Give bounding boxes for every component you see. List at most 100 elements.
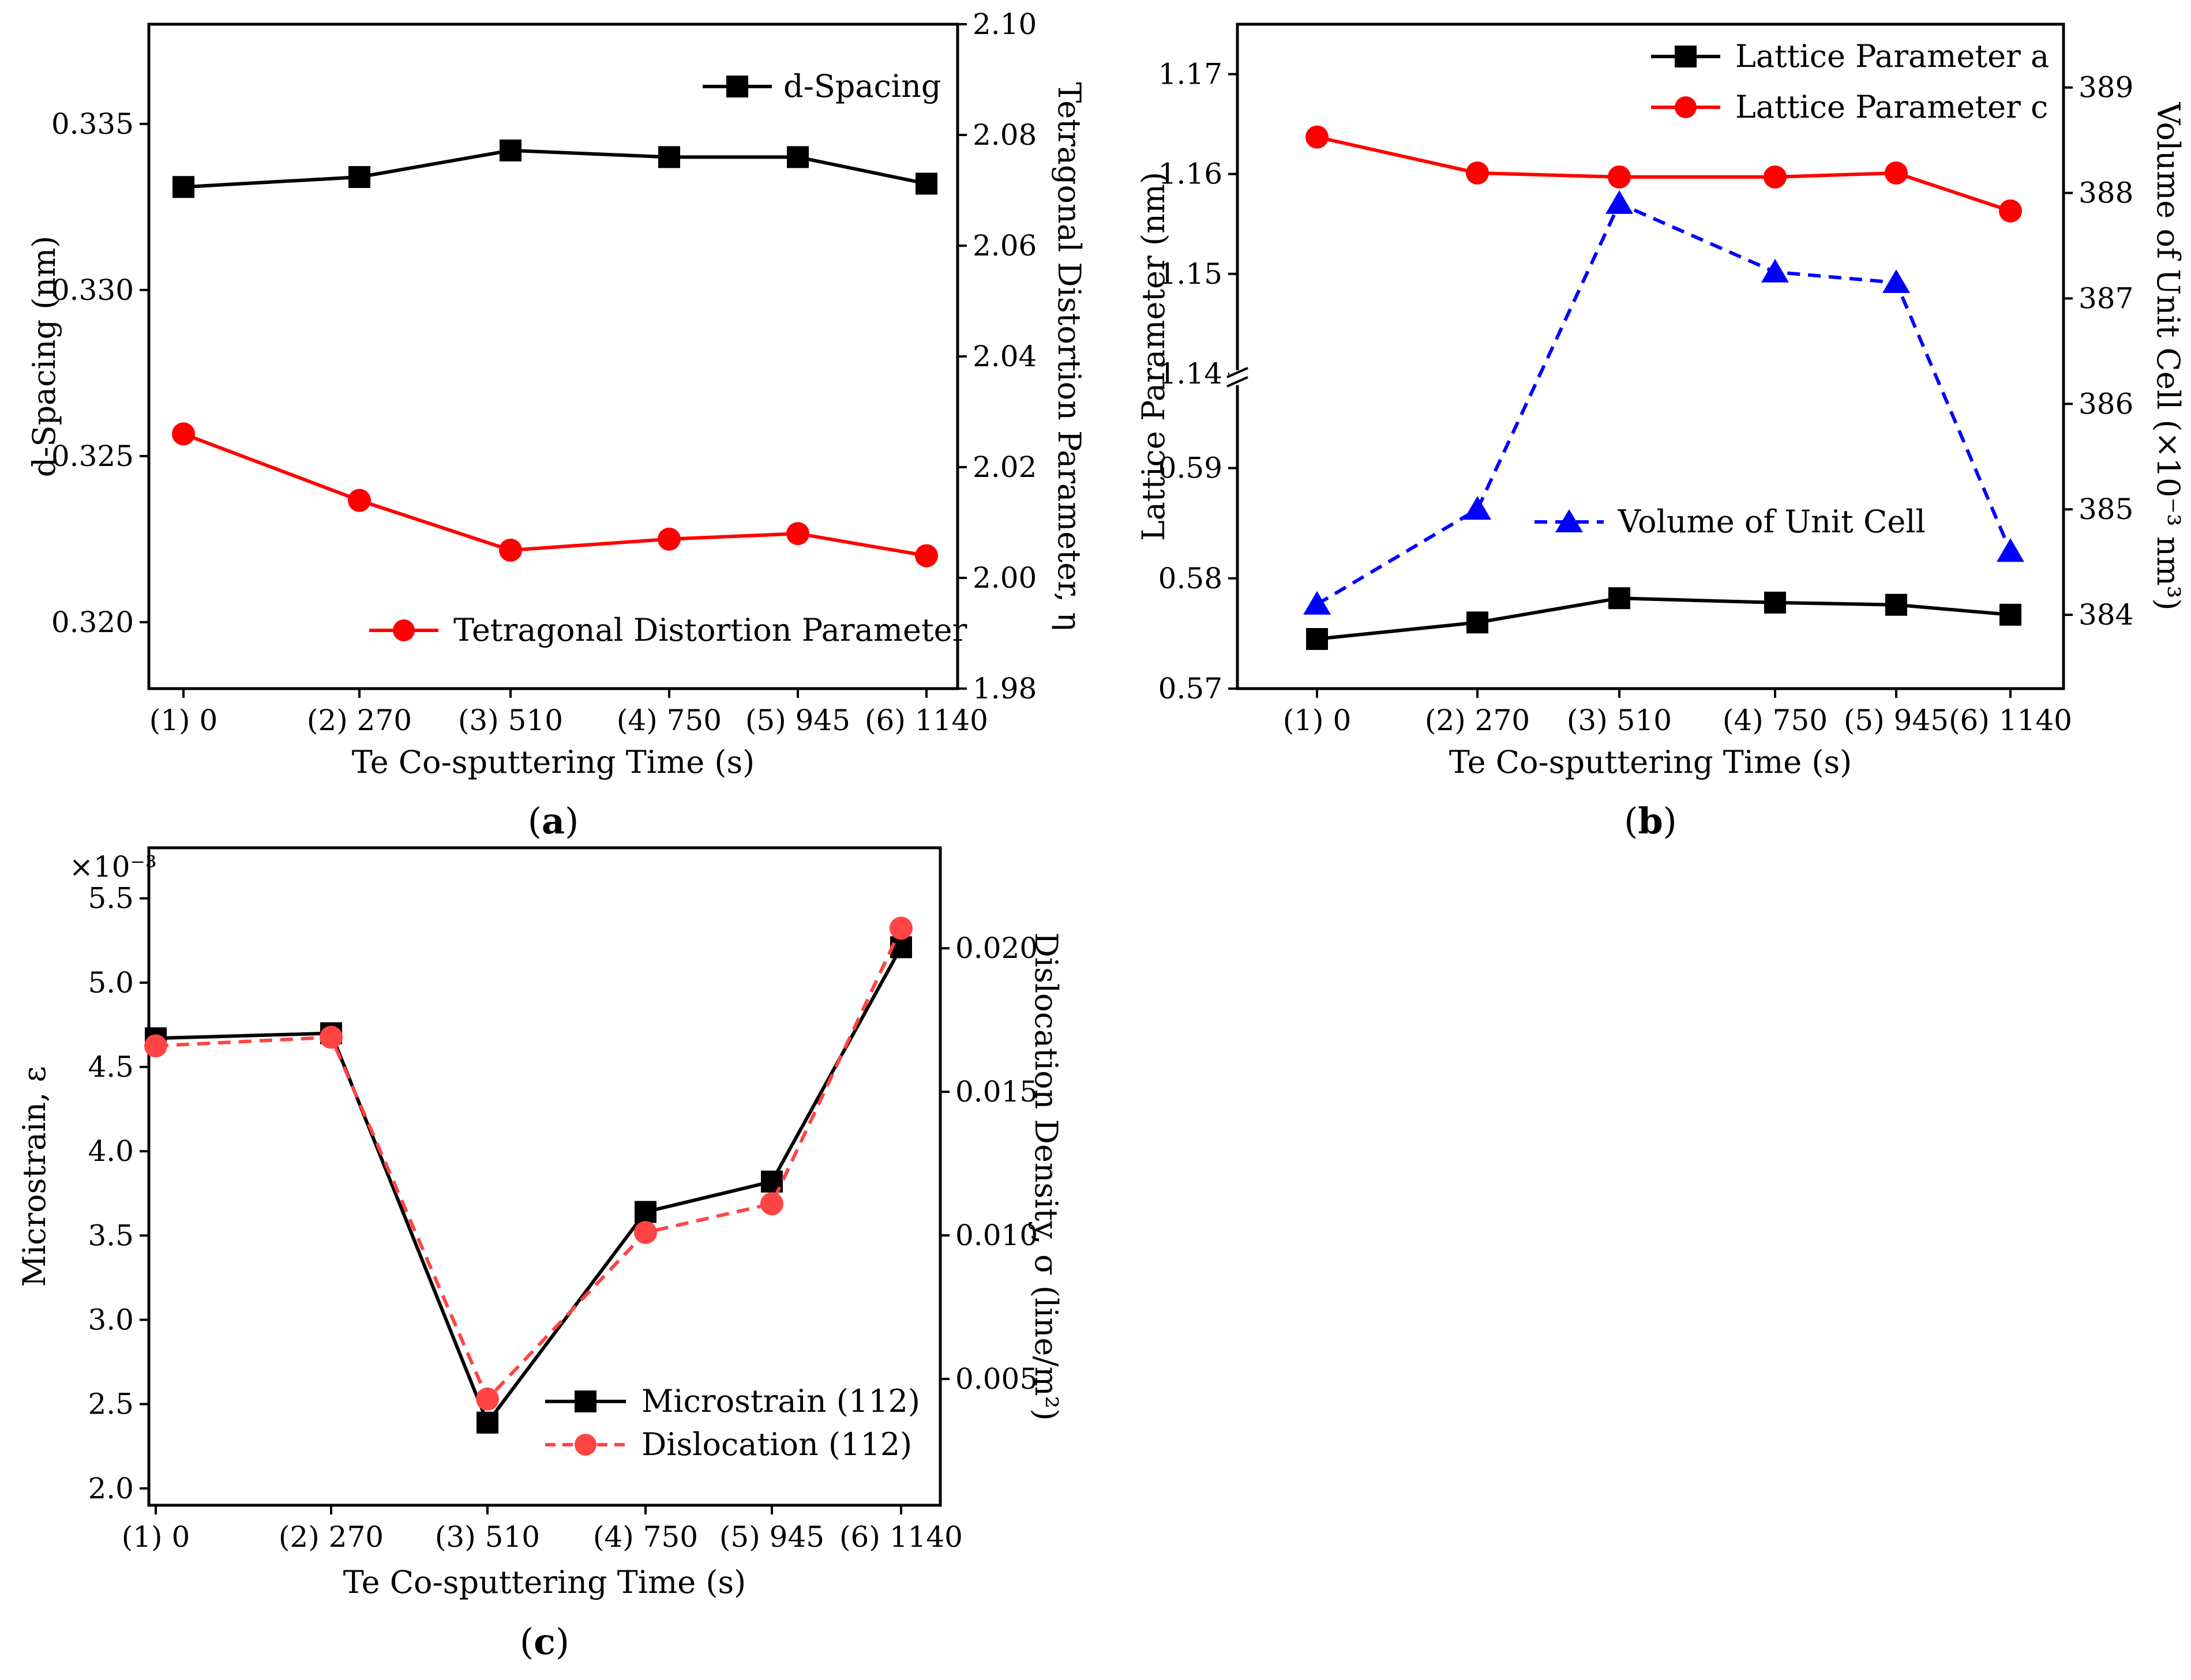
b-right-tick-label-4: 387 — [2079, 281, 2133, 315]
c-left-tick-label-5: 4.0 — [88, 1134, 134, 1168]
x-axis-label-a: Te Co-sputtering Time (s) — [352, 744, 755, 780]
c-series-microstrain-point-3 — [477, 1411, 498, 1434]
y-multiplier-c: ×10⁻³ — [69, 850, 157, 884]
chart-panel-c: (1) 0 (2) 270 (3) 510 (4) 750 (5) 945 (6) 114… — [16, 846, 1064, 1663]
a-right-tick-label-1: 1.98 — [973, 672, 1037, 705]
c-series-dislocation-point-1 — [144, 1034, 167, 1058]
b-series-lattice-c-point-3 — [1608, 165, 1631, 189]
panel-label-a: (a) — [528, 800, 579, 842]
panel-letter-b: b — [1638, 800, 1663, 842]
c-right-tick-label-2: 0.010 — [955, 1219, 1038, 1252]
c-left-tick-label-1: 2.0 — [88, 1472, 134, 1505]
legend-label-volume: Volume of Unit Cell — [1618, 503, 1926, 540]
c-series-microstrain-line — [155, 946, 903, 1425]
b-x-tick-label-4: (4) 750 — [1723, 704, 1828, 737]
panel-letter-a: a — [542, 800, 565, 842]
b-series-lattice-a-point-5 — [1885, 593, 1907, 616]
b-x-tick-label-6: (6) 1140 — [1949, 704, 2072, 737]
plot-frame-b — [1236, 22, 2065, 690]
legend-marker-lattice-a — [1675, 46, 1697, 67]
a-right-tick-label-6: 2.08 — [973, 118, 1037, 152]
c-right-tick-label-3: 0.015 — [955, 1075, 1038, 1108]
b-series-lattice-c-point-5 — [1885, 161, 1908, 185]
legend-c: Microstrain (112) Dislocation (112) — [545, 1383, 920, 1463]
a-right-tick-label-3: 2.02 — [973, 450, 1037, 484]
b-series-lattice-c-point-2 — [1466, 161, 1489, 185]
a-series-d-spacing-point-3 — [500, 139, 522, 161]
y-axis-left-label-a: d-Spacing (nm) — [26, 236, 62, 478]
a-right-tick-label-5: 2.06 — [973, 229, 1037, 262]
b-right-tick-label-5: 388 — [2079, 176, 2133, 210]
c-left-tick-label-7: 5.0 — [88, 966, 134, 999]
a-series-tetragonal-point-5 — [786, 522, 809, 546]
legend-marker-tetragonal — [393, 619, 415, 641]
b-series-lattice-a-point-4 — [1764, 591, 1786, 614]
a-series-d-spacing-point-1 — [172, 176, 194, 198]
b-x-tick-label-2: (2) 270 — [1425, 704, 1530, 737]
b-series-volume-point-5 — [1882, 269, 1910, 293]
legend-label-d-spacing: d-Spacing — [783, 68, 941, 104]
a-left-tick-label-1: 0.320 — [51, 606, 134, 639]
legend-label-lattice-a: Lattice Parameter a — [1735, 38, 2049, 74]
plot-content-c: (1) 0 (2) 270 (3) 510 (4) 750 (5) 945 (6) 114… — [88, 882, 1038, 1554]
a-left-tick-label-4: 0.335 — [51, 107, 134, 141]
b-series-volume-point-2 — [1464, 496, 1491, 520]
a-series-tetragonal-point-2 — [348, 488, 371, 512]
c-right-tick-label-4: 0.020 — [955, 931, 1038, 965]
b-right-tick-label-3: 386 — [2079, 387, 2133, 420]
a-x-tick-label-4: (4) 750 — [617, 704, 722, 737]
b-x-tick-label-3: (3) 510 — [1567, 704, 1672, 737]
panel-letter-c: c — [534, 1621, 556, 1663]
c-series-dislocation-point-2 — [320, 1025, 343, 1049]
a-series-tetragonal-line — [182, 432, 927, 558]
a-left-tick-label-2: 0.325 — [51, 439, 134, 473]
y-axis-right-label-b: Volume of Unit Cell (×10⁻³ nm³) — [2150, 102, 2186, 610]
a-series-d-spacing-point-2 — [348, 166, 370, 188]
b-series-volume-point-3 — [1605, 190, 1633, 214]
b-series-volume-point-1 — [1303, 591, 1331, 615]
b-series-volume-point-4 — [1761, 258, 1789, 283]
plot-content-a: (1) 0 (2) 270 (3) 510 (4) 750 (5) 945 (6) 114… — [51, 7, 1037, 737]
c-series-dislocation-point-3 — [476, 1387, 499, 1411]
legend-label-dislocation: Dislocation (112) — [641, 1426, 912, 1463]
b-right-tick-label-1: 384 — [2079, 598, 2133, 632]
a-x-tick-label-3: (3) 510 — [458, 704, 563, 737]
a-right-tick-label-4: 2.04 — [973, 340, 1037, 373]
a-left-tick-label-3: 0.330 — [51, 273, 134, 307]
a-series-d-spacing-line — [183, 148, 927, 189]
b-series-lattice-a-point-6 — [1999, 603, 2021, 626]
b-series-lattice-c-line — [1316, 135, 2011, 213]
a-series-d-spacing-point-5 — [787, 146, 809, 168]
b-series-lattice-a-line — [1316, 596, 2011, 641]
legend-a: d-Spacing Tetragonal Distortion Paramete… — [369, 68, 967, 648]
b-left-tick-label-4: 1.14 — [1158, 357, 1222, 390]
b-left-tick-label-5: 1.15 — [1158, 257, 1222, 291]
b-series-lattice-a-point-3 — [1608, 587, 1630, 610]
x-axis-label-b: Te Co-sputtering Time (s) — [1449, 744, 1852, 780]
c-left-tick-label-3: 3.0 — [88, 1303, 134, 1336]
a-right-tick-label-7: 2.10 — [973, 7, 1037, 41]
b-left-tick-label-7: 1.17 — [1158, 58, 1222, 91]
c-x-tick-label-1: (1) 0 — [122, 1520, 190, 1554]
b-series-volume-line — [1316, 201, 2012, 606]
c-left-tick-label-2: 2.5 — [88, 1388, 134, 1421]
c-series-dislocation-point-6 — [890, 916, 913, 940]
b-left-tick-label-2: 0.58 — [1158, 562, 1222, 595]
a-x-tick-label-5: (5) 945 — [745, 704, 850, 737]
chart-panel-a: (1) 0 (2) 270 (3) 510 (4) 750 (5) 945 (6) 114… — [26, 7, 1087, 842]
a-series-tetragonal-point-1 — [172, 422, 195, 446]
plot-content-b: (1) 0 (2) 270 (3) 510 (4) 750 (5) 945 (6) 114… — [1158, 58, 2134, 737]
x-axis-label-c: Te Co-sputtering Time (s) — [343, 1564, 746, 1600]
a-x-tick-label-2: (2) 270 — [307, 704, 412, 737]
y-axis-right-label-c: Dislocation Density, σ (line/m²) — [1028, 933, 1064, 1421]
a-series-tetragonal-point-3 — [499, 539, 522, 562]
legend-marker-dislocation — [575, 1434, 596, 1456]
b-series-volume-point-6 — [1997, 538, 2024, 562]
plot-frame-c — [147, 846, 942, 1507]
y-axis-right-label-a: Tetragonal Distortion Parameter, η — [1051, 82, 1087, 630]
b-series-lattice-a-point-2 — [1466, 611, 1488, 634]
c-series-microstrain-point-4 — [635, 1201, 656, 1223]
c-series-dislocation-point-4 — [634, 1221, 657, 1245]
a-series-tetragonal-point-6 — [915, 544, 938, 567]
